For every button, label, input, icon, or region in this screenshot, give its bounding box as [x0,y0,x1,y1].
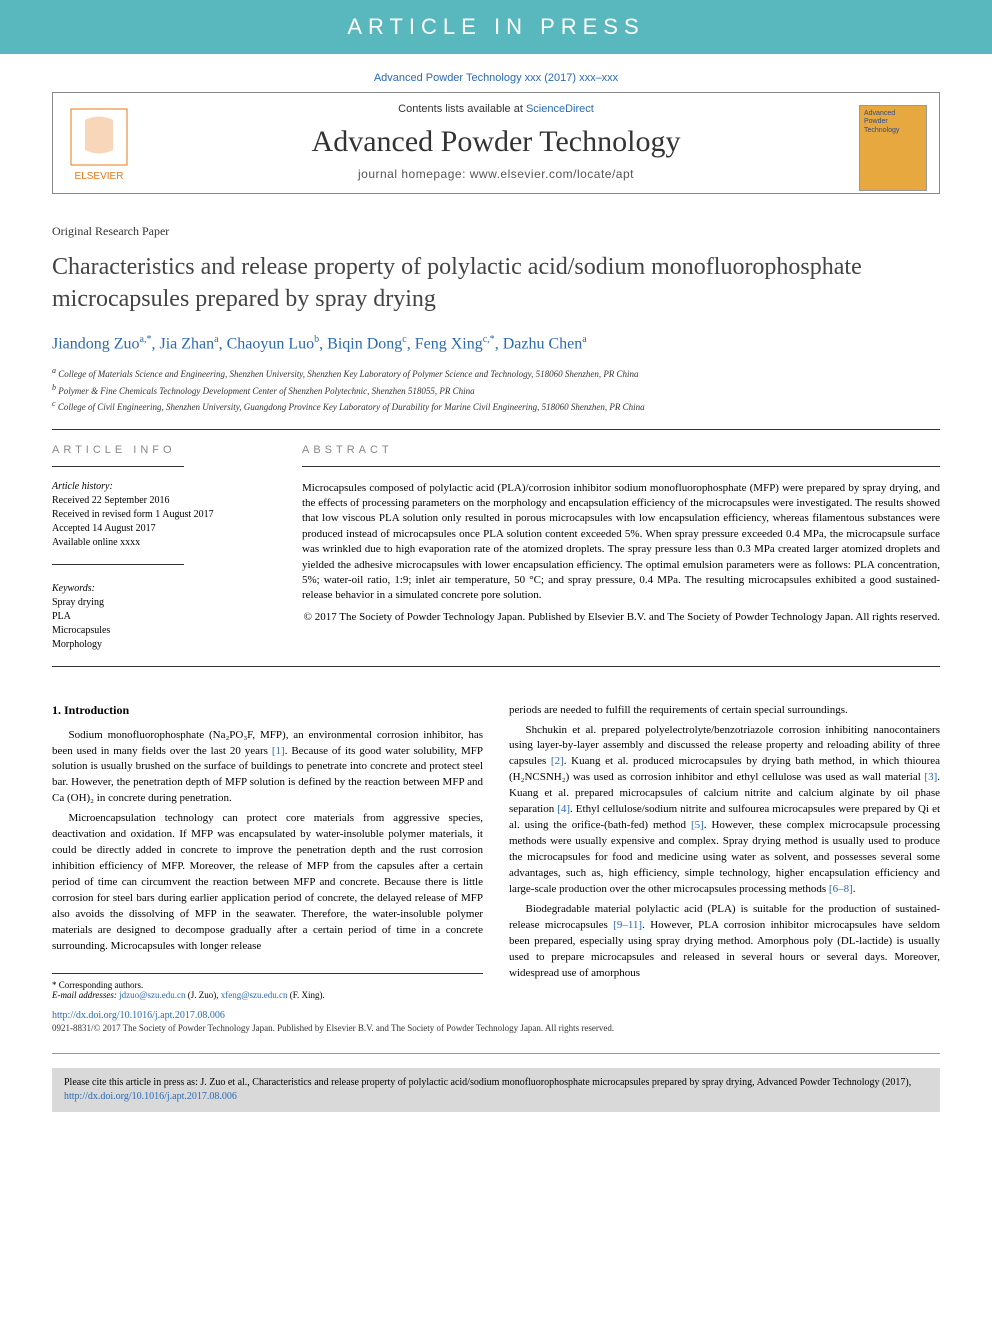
sciencedirect-link[interactable]: ScienceDirect [526,103,594,115]
body-left-column: 1. Introduction Sodium monofluorophospha… [52,703,483,1000]
doi-link[interactable]: http://dx.doi.org/10.1016/j.apt.2017.08.… [52,1010,225,1021]
journal-header-box: ELSEVIER Advanced Powder Technology Cont… [52,92,940,194]
homepage-url[interactable]: www.elsevier.com/locate/apt [470,167,634,181]
abstract-heading: ABSTRACT [302,444,940,456]
intro-heading: 1. Introduction [52,703,483,718]
corresponding-authors: * Corresponding authors. [52,980,483,990]
history-item: Received in revised form 1 August 2017 [52,508,272,522]
author-list: Jiandong Zuoa,*, Jia Zhana, Chaoyun Luob… [52,334,940,353]
cover-line-3: Technology [864,127,922,135]
body-paragraph: Microencapsulation technology can protec… [52,811,483,954]
doi-line: http://dx.doi.org/10.1016/j.apt.2017.08.… [52,1010,940,1021]
footnotes: * Corresponding authors. E-mail addresse… [52,973,483,1000]
history-item: Available online xxxx [52,536,272,550]
contents-lists-line: Contents lists available at ScienceDirec… [53,103,939,115]
cite-doi-link[interactable]: http://dx.doi.org/10.1016/j.apt.2017.08.… [64,1091,237,1102]
bottom-copyright: 0921-8831/© 2017 The Society of Powder T… [52,1023,940,1033]
abstract-text: Microcapsules composed of polylactic aci… [302,481,940,604]
article-type: Original Research Paper [52,224,940,239]
body-paragraph: periods are needed to fulfill the requir… [509,703,940,719]
svg-text:ELSEVIER: ELSEVIER [75,171,124,182]
citation-line: Advanced Powder Technology xxx (2017) xx… [0,54,992,92]
history-item: Received 22 September 2016 [52,494,272,508]
keyword: PLA [52,610,272,624]
article-in-press-banner: ARTICLE IN PRESS [0,0,992,54]
elsevier-logo: ELSEVIER [65,105,133,185]
abstract-copyright: © 2017 The Society of Powder Technology … [302,610,940,625]
divider [52,1053,940,1054]
journal-homepage-line: journal homepage: www.elsevier.com/locat… [53,167,939,181]
article-info-column: ARTICLE INFO Article history: Received 2… [52,444,272,652]
body-right-column: periods are needed to fulfill the requir… [509,703,940,1000]
cite-this-article-box: Please cite this article in press as: J.… [52,1068,940,1112]
keyword: Morphology [52,638,272,652]
body-paragraph: Shchukin et al. prepared polyelectrolyte… [509,723,940,898]
abstract-column: ABSTRACT Microcapsules composed of polyl… [302,444,940,652]
email-link[interactable]: xfeng@szu.edu.cn [221,990,288,1000]
article-info-heading: ARTICLE INFO [52,444,272,456]
article-title: Characteristics and release property of … [52,251,940,316]
cover-line-1: Advanced [864,110,922,118]
journal-cover-thumbnail: Advanced Powder Technology [859,105,927,191]
affiliations: a College of Materials Science and Engin… [52,365,940,415]
keyword: Spray drying [52,596,272,610]
keyword: Microcapsules [52,624,272,638]
journal-name: Advanced Powder Technology [53,115,939,167]
body-paragraph: Sodium monofluorophosphate (Na₂PO₃F, MFP… [52,728,483,808]
divider [52,429,940,430]
history-item: Accepted 14 August 2017 [52,522,272,536]
body-paragraph: Biodegradable material polylactic acid (… [509,902,940,982]
cover-line-2: Powder [864,118,922,126]
keywords-label: Keywords: [52,583,272,594]
email-link[interactable]: jdzuo@szu.edu.cn [119,990,185,1000]
history-label: Article history: [52,481,272,492]
